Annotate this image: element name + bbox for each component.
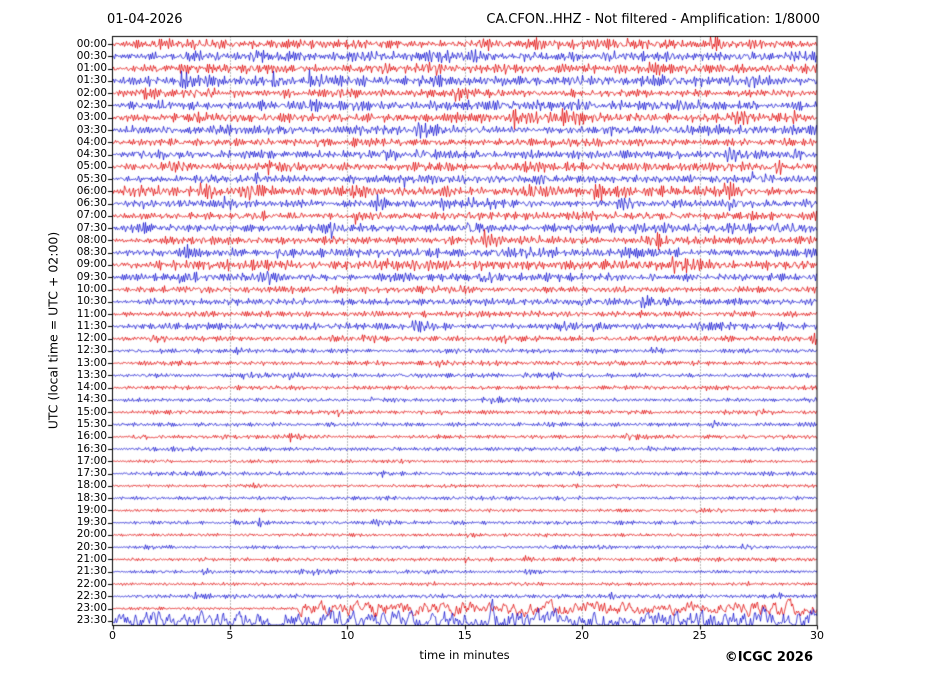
y-tick-label: 14:00 [76, 381, 107, 394]
y-tick-label: 13:00 [76, 356, 107, 369]
y-tick-label: 03:00 [76, 111, 107, 124]
y-tick-label: 13:30 [76, 368, 107, 381]
y-tick-label: 07:00 [76, 209, 107, 222]
y-tick-label: 17:00 [76, 454, 107, 467]
y-tick-label: 11:00 [76, 307, 107, 320]
y-tick-label: 02:30 [76, 98, 107, 111]
y-tick-label: 23:30 [76, 614, 107, 627]
y-tick-label: 21:00 [76, 552, 107, 565]
y-tick-label: 04:30 [76, 148, 107, 161]
y-tick-label: 05:30 [76, 172, 107, 185]
y-tick-label: 17:30 [76, 467, 107, 480]
y-tick-label: 16:30 [76, 442, 107, 455]
y-tick-label: 05:00 [76, 160, 107, 173]
y-tick-label: 11:30 [76, 319, 107, 332]
y-tick-label: 00:30 [76, 49, 107, 62]
y-tick-label: 09:00 [76, 258, 107, 271]
y-tick-label: 02:00 [76, 86, 107, 99]
y-tick-label: 08:00 [76, 233, 107, 246]
x-tick-label: 5 [226, 629, 234, 642]
y-tick-label: 09:30 [76, 270, 107, 283]
x-tick-label: 20 [575, 629, 590, 642]
y-tick-label: 19:00 [76, 503, 107, 516]
plot-date-title: 01-04-2026 [107, 12, 183, 27]
x-axis-label: time in minutes [419, 648, 510, 662]
y-tick-label: 01:00 [76, 62, 107, 75]
y-tick-label: 10:30 [76, 295, 107, 308]
y-tick-label: 00:00 [76, 37, 107, 50]
x-tick-label: 0 [109, 629, 116, 642]
y-tick-label: 18:30 [76, 491, 107, 504]
y-tick-label: 16:00 [76, 430, 107, 443]
y-tick-label: 08:30 [76, 246, 107, 259]
y-tick-label: 20:00 [76, 528, 107, 541]
y-tick-label: 14:30 [76, 393, 107, 406]
x-tick-label: 30 [810, 629, 824, 642]
copyright-text: ©ICGC 2026 [724, 650, 813, 665]
y-tick-label: 12:00 [76, 332, 107, 345]
y-tick-label: 12:30 [76, 344, 107, 357]
y-tick-label: 06:00 [76, 184, 107, 197]
y-tick-label: 18:00 [76, 479, 107, 492]
y-tick-label: 06:30 [76, 197, 107, 210]
y-tick-label: 15:00 [76, 405, 107, 418]
plot-station-title: CA.CFON..HHZ - Not filtered - Amplificat… [486, 12, 820, 27]
y-tick-label: 19:30 [76, 516, 107, 529]
y-tick-label: 07:30 [76, 221, 107, 234]
x-tick-label: 10 [340, 629, 355, 642]
y-tick-label: 01:30 [76, 74, 107, 87]
y-tick-label: 22:00 [76, 577, 107, 590]
x-tick-label: 25 [692, 629, 707, 642]
y-tick-label: 10:00 [76, 283, 107, 296]
y-tick-label: 23:00 [76, 602, 107, 615]
x-tick-label: 15 [457, 629, 472, 642]
y-tick-label: 20:30 [76, 540, 107, 553]
y-tick-label: 15:30 [76, 418, 107, 430]
y-tick-label: 03:30 [76, 123, 107, 136]
y-tick-label: 04:00 [76, 135, 107, 148]
y-tick-label: 21:30 [76, 565, 107, 578]
y-tick-label: 22:30 [76, 589, 107, 602]
